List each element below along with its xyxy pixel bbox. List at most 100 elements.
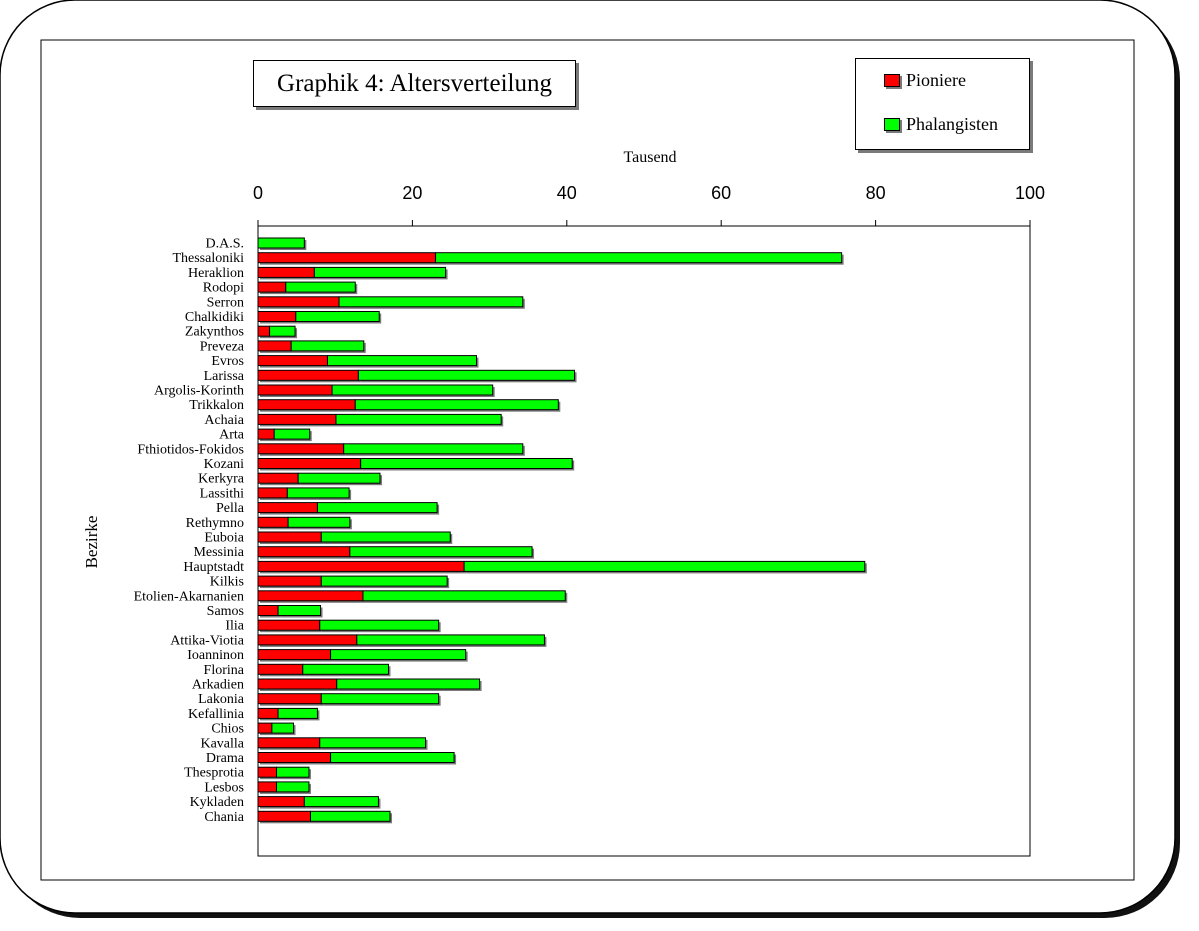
category-label: Kykladen [190,795,244,810]
legend-item-phalangisten: Phalangisten [884,114,998,134]
bar-phalangisten [360,458,573,469]
bar-pioniere [257,693,322,705]
bar-phalangisten [319,737,427,749]
bar-phalangisten [343,443,524,455]
bar-phalangisten [354,399,559,411]
category-label: Ilia [225,619,244,634]
bar-pioniere [257,516,289,528]
legend-swatch-pioniere [884,73,900,87]
bar-pioniere [257,634,358,646]
category-label: Kerkyra [198,472,245,487]
category-label: D.A.S. [205,237,244,252]
category-label: Hauptstadt [183,560,244,575]
bar-pioniere [257,340,292,352]
bar-pioniere [257,281,287,293]
bar-phalangisten [273,428,311,440]
category-label: Trikkalon [189,398,244,413]
bar-pioniere [257,369,359,381]
bar-phalangisten [336,678,481,690]
bar-pioniere [257,796,305,808]
category-label: Zakynthos [185,325,244,340]
bar-phalangisten [435,252,843,264]
x-tick-label: 40 [557,183,577,203]
x-tick-label: 0 [253,183,263,203]
bar-pioniere [257,487,288,499]
x-axis-label: Tausend [623,149,677,166]
category-label: Etolien-Akarnanien [134,589,244,604]
category-label: Argolis-Korinth [154,384,244,399]
bar-pioniere [257,619,321,631]
x-axis-ticks: 0 20 40 60 80 100 [253,183,1045,226]
bar-pioniere [257,678,338,690]
legend-label-phalangisten: Phalangisten [906,113,998,134]
bar-pioniere [257,384,333,396]
bar-pioniere [257,531,322,543]
bar-phalangisten [313,266,447,278]
bar-phalangisten [309,810,391,822]
bar-pioniere [257,722,273,734]
bar-pioniere [257,649,332,661]
category-label: Achaia [204,413,244,428]
bar-phalangisten [338,296,524,308]
category-label: Chalkidiki [185,310,244,325]
chart-title: Graphik 4: Altersverteilung [253,60,576,107]
bar-phalangisten [302,663,389,675]
bar-pioniere [257,266,315,278]
legend-item-pioniere: Pioniere [884,70,966,90]
legend-label-pioniere: Pioniere [906,69,966,90]
category-label: Lakonia [198,692,245,707]
bar-pioniere [257,766,278,778]
category-label: Samos [207,604,244,619]
bar-pioniere [257,737,321,749]
bar-phalangisten [269,325,296,337]
category-label: Rethymno [186,516,244,531]
category-label: Chania [204,810,244,825]
category-label: Drama [206,751,245,766]
bar-phalangisten [286,487,350,499]
bar-pioniere [257,399,356,411]
bar-phalangisten [330,752,455,763]
category-label: Kozani [204,457,245,472]
category-label: Chios [211,722,244,737]
bar-phalangisten [320,531,451,543]
bar-pioniere [257,443,345,455]
category-label: Kilkis [210,575,244,590]
category-label: Serron [207,295,244,310]
category-label: Rodopi [203,281,244,296]
bar-phalangisten [357,369,576,381]
category-label: Thessaloniki [172,251,244,266]
bar-pioniere [257,413,337,425]
bar-phalangisten [277,707,318,719]
bar-pioniere [257,590,364,602]
bar-phalangisten [320,575,448,587]
bar-pioniere [257,663,304,675]
bar-phalangisten [271,722,295,734]
category-label: Ioanninon [187,648,244,663]
category-label: Thesprotia [184,766,245,781]
bar-phalangisten [257,237,305,249]
bar-pioniere [257,311,297,322]
bar-phalangisten [330,649,467,661]
bar-phalangisten [362,590,566,602]
category-label: Arta [219,428,245,443]
bar-phalangisten [349,546,533,558]
bar-pioniere [257,575,322,587]
bar-phalangisten [319,619,440,631]
category-label: Pella [216,501,245,516]
x-tick-label: 100 [1015,183,1045,203]
bar-pioniere [257,325,271,337]
bar-pioniere [257,502,318,514]
category-label: Arkadien [192,678,244,693]
bar-pioniere [257,458,362,469]
bar-phalangisten [463,560,866,572]
bar-pioniere [257,752,332,763]
bar-phalangisten [287,516,351,528]
category-label: Messinia [193,545,244,560]
bar-phalangisten [297,472,381,484]
x-tick-label: 60 [711,183,731,203]
category-label: Preveza [200,339,245,354]
bars [257,237,867,824]
legend-swatch-phalangisten [884,117,900,131]
bar-phalangisten [320,693,440,705]
